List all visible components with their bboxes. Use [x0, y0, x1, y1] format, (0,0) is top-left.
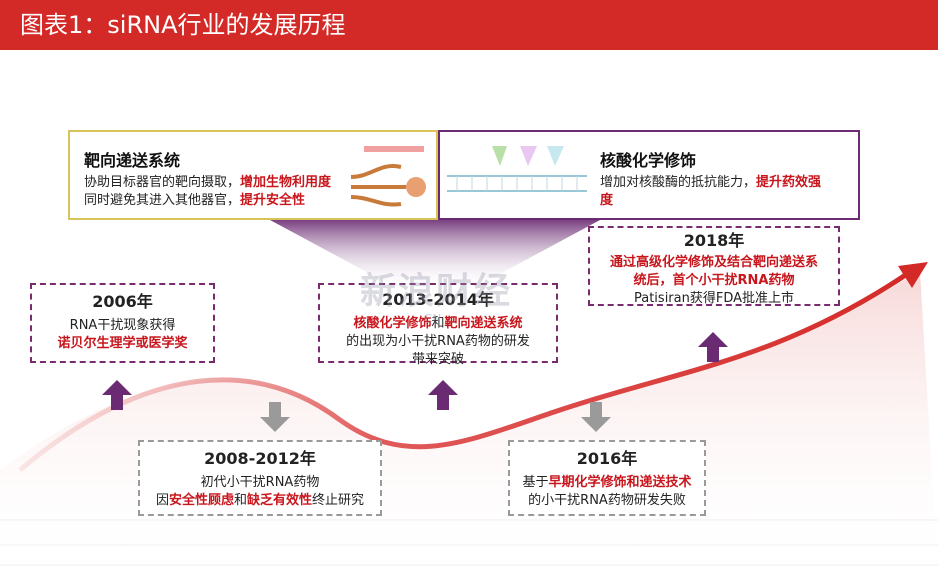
targeted-delivery-title: 靶向递送系统	[84, 151, 181, 170]
up-arrow-2018	[698, 332, 728, 362]
chemical-modification-line1-highlight: 提升药效强	[756, 175, 822, 190]
event-2006-line1: RNA干扰现象获得	[69, 318, 176, 333]
event-2016-box: 2016年 基于早期化学修饰和递送技术 的小干扰RNA药物研发失败	[508, 440, 706, 516]
event-2008-line1: 初代小干扰RNA药物	[200, 475, 320, 490]
targeted-delivery-line1: 协助目标器官的靶向摄取，	[84, 175, 241, 190]
watermark-sub: .CN	[420, 312, 442, 326]
page-title: 图表1：siRNA行业的发展历程	[0, 0, 938, 50]
event-2016-year: 2016年	[576, 449, 638, 468]
event-2008-prefix: 因	[155, 493, 169, 508]
event-2018-year: 2018年	[683, 231, 745, 250]
event-2008-connector: 和	[233, 493, 247, 508]
nucleic-acid-illustration	[447, 146, 587, 192]
event-2008-highlight-a: 安全性顾虑	[168, 493, 234, 508]
targeted-delivery-panel: 靶向递送系统 协助目标器官的靶向摄取，增加生物利用度 同时避免其进入其他器官，提…	[68, 130, 438, 220]
event-2008-highlight-b: 缺乏有效性	[247, 493, 313, 508]
up-arrow-2013	[428, 380, 458, 410]
event-2018-line1: 通过高级化学修饰及结合靶向递送系	[609, 255, 818, 270]
watermark: 新浪财经	[360, 271, 513, 312]
targeted-delivery-line2: 同时避免其进入其他器官，	[84, 193, 241, 208]
delivery-molecule-illustration	[350, 146, 426, 207]
down-arrow-2016	[581, 402, 611, 432]
chemical-modification-line2-highlight: 度	[600, 193, 614, 208]
event-2013-connector: 和	[431, 316, 445, 331]
event-2018-box: 2018年 通过高级化学修饰及结合靶向递送系 统后，首个小干扰RNA药物 Pat…	[588, 226, 840, 306]
targeted-delivery-line1-highlight: 增加生物利用度	[240, 175, 332, 190]
event-2016-line2: 的小干扰RNA药物研发失败	[528, 493, 686, 508]
event-2016-highlight: 早期化学修饰和递送技术	[548, 475, 692, 490]
trend-arrowhead	[898, 262, 928, 288]
down-arrow-2008	[260, 402, 290, 432]
event-2013-line2: 的出现为小干扰RNA药物的研发	[346, 334, 530, 349]
targeted-delivery-line2-highlight: 提升安全性	[240, 193, 306, 208]
chemical-modification-line1: 增加对核酸酶的抵抗能力，	[600, 175, 757, 190]
event-2013-year: 2013-2014年	[382, 290, 494, 309]
event-2008-year: 2008-2012年	[204, 449, 316, 468]
event-2013-line3: 带来突破	[411, 352, 464, 367]
funnel-shape	[270, 220, 600, 290]
event-2008-box: 2008-2012年 初代小干扰RNA药物 因安全性顾虑和缺乏有效性终止研究	[138, 440, 382, 516]
event-2013-highlight-a: 核酸化学修饰	[353, 316, 432, 331]
event-2006-box: 2006年 RNA干扰现象获得 诺贝尔生理学或医学奖	[30, 283, 215, 363]
event-2016-prefix: 基于	[522, 475, 549, 490]
chemical-modification-title: 核酸化学修饰	[600, 151, 697, 170]
chemical-modification-panel: 核酸化学修饰 增加对核酸酶的抵抗能力，提升药效强 度	[438, 130, 860, 220]
event-2018-line3: Patisiran获得FDA批准上市	[633, 291, 795, 306]
event-2013-highlight-b: 靶向递送系统	[444, 316, 523, 331]
event-2008-suffix: 终止研究	[312, 493, 365, 508]
event-2006-line2: 诺贝尔生理学或医学奖	[57, 336, 188, 351]
event-2013-box: 2013-2014年 核酸化学修饰和靶向递送系统 的出现为小干扰RNA药物的研发…	[318, 283, 558, 367]
event-2018-line2: 统后，首个小干扰RNA药物	[633, 273, 795, 288]
trend-curve	[18, 269, 912, 472]
event-2006-year: 2006年	[92, 292, 153, 311]
up-arrow-2006	[102, 380, 132, 410]
